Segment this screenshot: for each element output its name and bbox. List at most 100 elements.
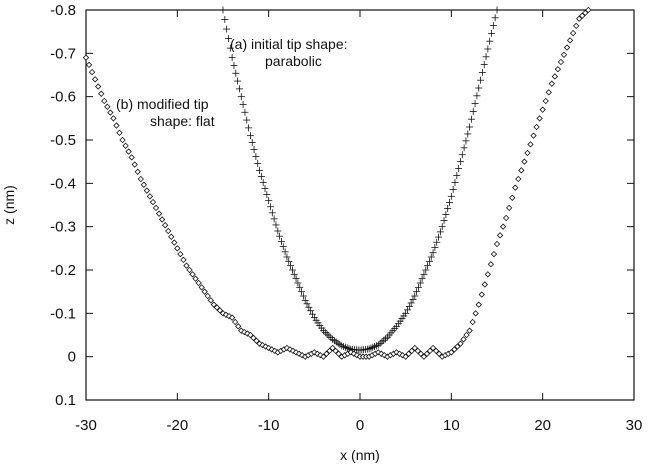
data-point-plus (290, 270, 298, 278)
data-point-plus (248, 139, 256, 147)
data-point-diamond (116, 129, 123, 136)
data-point-diamond (232, 318, 239, 326)
data-point-diamond (323, 350, 330, 357)
data-point-diamond (125, 148, 132, 155)
data-point-plus (237, 93, 245, 101)
data-point-plus (292, 275, 300, 283)
data-point-diamond (417, 350, 425, 357)
data-point-plus (287, 262, 295, 270)
data-point-plus (239, 100, 247, 108)
data-point-diamond (238, 327, 245, 334)
data-point-diamond (539, 106, 546, 113)
data-point-diamond (235, 323, 242, 330)
data-point-diamond (210, 301, 218, 308)
data-point-plus (281, 248, 289, 256)
data-point-plus (234, 77, 242, 85)
data-point-diamond (548, 80, 555, 87)
data-point-plus (223, 25, 231, 33)
data-point-diamond (554, 66, 562, 73)
data-point-plus (250, 146, 258, 154)
data-point-diamond (250, 334, 257, 342)
data-point-diamond (579, 12, 586, 19)
data-point-diamond (216, 307, 224, 314)
data-point-diamond (104, 103, 111, 110)
data-point-diamond (149, 198, 157, 206)
data-point-diamond (207, 297, 214, 304)
data-point-plus (491, 14, 499, 22)
data-point-diamond (509, 194, 516, 201)
data-point-plus (447, 192, 455, 200)
data-point-plus (221, 16, 229, 24)
data-point-diamond (527, 141, 534, 148)
data-point-plus (263, 191, 271, 199)
data-point-diamond (572, 22, 580, 30)
data-point-plus (493, 6, 501, 14)
data-point-plus (462, 137, 470, 145)
data-point-plus (427, 253, 435, 261)
data-point-diamond (155, 210, 163, 217)
data-point-plus (323, 330, 331, 338)
annotation-a-line1: (a) initial tip shape: (230, 36, 348, 52)
data-point-plus (288, 266, 296, 274)
data-point-plus (405, 302, 413, 310)
data-point-diamond (131, 161, 138, 168)
data-point-plus (365, 345, 373, 353)
data-point-plus (279, 243, 287, 251)
data-point-diamond (490, 250, 498, 258)
data-point-plus (226, 44, 234, 52)
data-point-diamond (411, 344, 418, 352)
y-tick-label: -0.4 (50, 175, 76, 192)
data-point-plus (268, 209, 276, 217)
data-point-plus (224, 35, 232, 43)
data-point-diamond (107, 109, 114, 116)
data-point-diamond (143, 187, 151, 194)
data-point-diamond (110, 115, 117, 122)
data-point-plus (235, 85, 243, 93)
data-point-plus (325, 332, 333, 340)
data-point-diamond (499, 223, 507, 230)
data-point-plus (489, 22, 497, 30)
data-point-diamond (140, 181, 148, 188)
data-point-plus (418, 275, 426, 283)
data-point-plus (478, 68, 486, 76)
plot-frame (85, 9, 635, 401)
data-point-plus (458, 151, 466, 159)
data-point-plus (334, 339, 342, 347)
data-point-plus (380, 336, 388, 344)
data-point-diamond (158, 216, 166, 223)
data-point-diamond (429, 344, 437, 352)
data-point-diamond (98, 90, 105, 97)
data-point-plus (332, 338, 340, 346)
data-point-plus (402, 309, 410, 317)
data-point-diamond (228, 314, 236, 321)
x-tick-label: 0 (356, 417, 364, 434)
data-point-plus (243, 116, 251, 124)
data-point-plus (403, 306, 411, 314)
data-point-diamond (241, 328, 248, 336)
data-point-diamond (85, 61, 93, 69)
data-point-diamond (332, 347, 339, 355)
data-point-plus (469, 107, 477, 115)
data-point-plus (276, 232, 284, 240)
annotation-b-line1: (b) modified tip (116, 96, 209, 112)
data-point-plus (436, 228, 444, 236)
data-point-plus (369, 343, 377, 351)
data-point-diamond (201, 288, 208, 295)
data-point-diamond (152, 204, 160, 212)
series-a-parabolic (219, 6, 501, 354)
data-point-diamond (192, 275, 199, 282)
data-point-plus (480, 61, 488, 69)
y-tick-label: -0.5 (50, 132, 76, 149)
y-axis-ticks: -0.8 -0.7 -0.6 -0.5 -0.4 -0.3 -0.2 -0.1 0 0.1 (50, 2, 634, 409)
data-point-diamond (247, 331, 254, 339)
data-point-plus (294, 279, 302, 287)
y-tick-label: 0 (68, 349, 76, 366)
data-point-diamond (518, 167, 525, 174)
data-point-plus (298, 288, 306, 296)
data-point-plus (228, 54, 236, 62)
data-point-plus (330, 337, 338, 345)
data-point-plus (425, 257, 433, 265)
data-point-plus (256, 166, 264, 174)
data-point-plus (433, 238, 441, 246)
y-tick-label: -0.7 (50, 45, 76, 62)
